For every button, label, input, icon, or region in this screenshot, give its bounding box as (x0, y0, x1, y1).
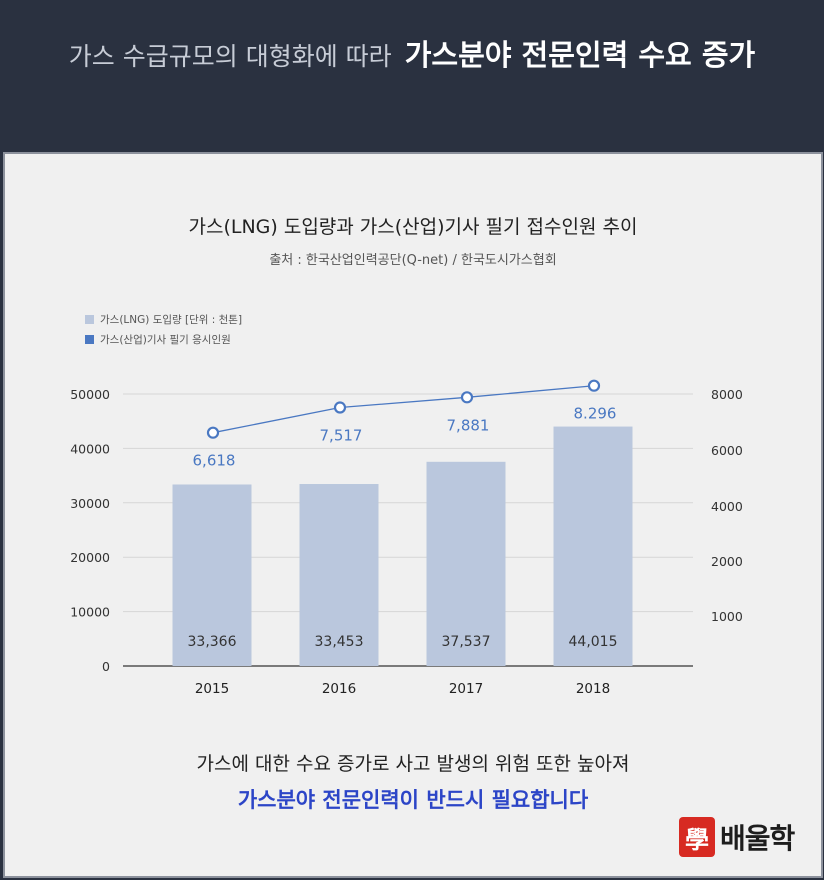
bar (299, 484, 379, 666)
y-left-tick-label: 20000 (70, 550, 110, 565)
x-tick-label: 2018 (576, 681, 610, 697)
line-point (206, 426, 220, 439)
y-right-tick-label: 2000 (711, 554, 743, 569)
header-headline: 가스분야 전문인력 수요 증가 (404, 38, 756, 72)
legend-label-line: 가스(산업)기사 필기 응시인원 (100, 333, 231, 346)
legend-item-bar: 가스(LNG) 도입량 [단위 : 천톤] (85, 309, 242, 329)
chart-legend: 가스(LNG) 도입량 [단위 : 천톤] 가스(산업)기사 필기 응시인원 (85, 309, 242, 349)
line-point (460, 391, 474, 404)
bar (172, 484, 252, 666)
header-banner: 가스 수급규모의 대형화에 따라 가스분야 전문인력 수요 증가 (0, 0, 824, 152)
footer-line-1: 가스에 대한 수요 증가로 사고 발생의 위험 또한 높아져 (196, 753, 630, 775)
footer-line-2: 가스분야 전문인력이 반드시 필요합니다 (237, 788, 589, 812)
y-left-tick-label: 50000 (70, 387, 110, 402)
line-point (587, 379, 601, 392)
y-right-tick-label: 1000 (711, 609, 743, 624)
bar-value-label: 44,015 (569, 634, 618, 650)
header-subtitle: 가스 수급규모의 대형화에 따라 (68, 42, 392, 71)
chart-panel: 가스(LNG) 도입량과 가스(산업)기사 필기 접수인원 추이 출처 : 한국… (3, 152, 823, 878)
logo-text: 배울학 (720, 822, 795, 855)
line-value-label: 6,618 (193, 452, 236, 470)
y-left-tick-label: 0 (102, 659, 110, 674)
line-value-label: 7,881 (447, 416, 490, 434)
line-series (212, 385, 595, 434)
bar-value-label: 33,366 (188, 634, 237, 650)
legend-swatch-bar (85, 314, 94, 324)
legend-swatch-line (85, 334, 94, 344)
line-value-label: 8.296 (574, 405, 617, 423)
header-title: 가스 수급규모의 대형화에 따라 가스분야 전문인력 수요 증가 (0, 32, 824, 74)
chart-source: 출처 : 한국산업인력공단(Q-net) / 한국도시가스협회 (269, 253, 557, 268)
x-tick-label: 2016 (322, 681, 356, 697)
y-left-tick-label: 10000 (70, 605, 110, 620)
y-right-tick-label: 6000 (711, 443, 743, 458)
legend-item-line: 가스(산업)기사 필기 응시인원 (85, 329, 242, 349)
y-right-tick-label: 4000 (711, 499, 743, 514)
bar (553, 426, 633, 666)
bar (426, 461, 506, 666)
line-point (333, 401, 347, 414)
bar-value-label: 33,453 (315, 634, 364, 650)
line-value-label: 7,517 (320, 427, 363, 445)
chart-plot: 0 10000 20000 30000 40000 50000 1000 2000 4000 60… (70, 379, 743, 697)
brand-logo: 學 배울학 (679, 817, 795, 857)
y-left-tick-label: 30000 (70, 496, 110, 511)
y-left-tick-label: 40000 (70, 441, 110, 456)
x-tick-label: 2017 (449, 681, 483, 697)
chart-title: 가스(LNG) 도입량과 가스(산업)기사 필기 접수인원 추이 (188, 216, 638, 238)
bar-value-label: 37,537 (442, 634, 491, 650)
legend-label-bar: 가스(LNG) 도입량 [단위 : 천톤] (100, 313, 243, 326)
x-tick-label: 2015 (195, 681, 229, 697)
y-right-tick-label: 8000 (711, 387, 743, 402)
logo-mark: 學 (679, 817, 715, 857)
